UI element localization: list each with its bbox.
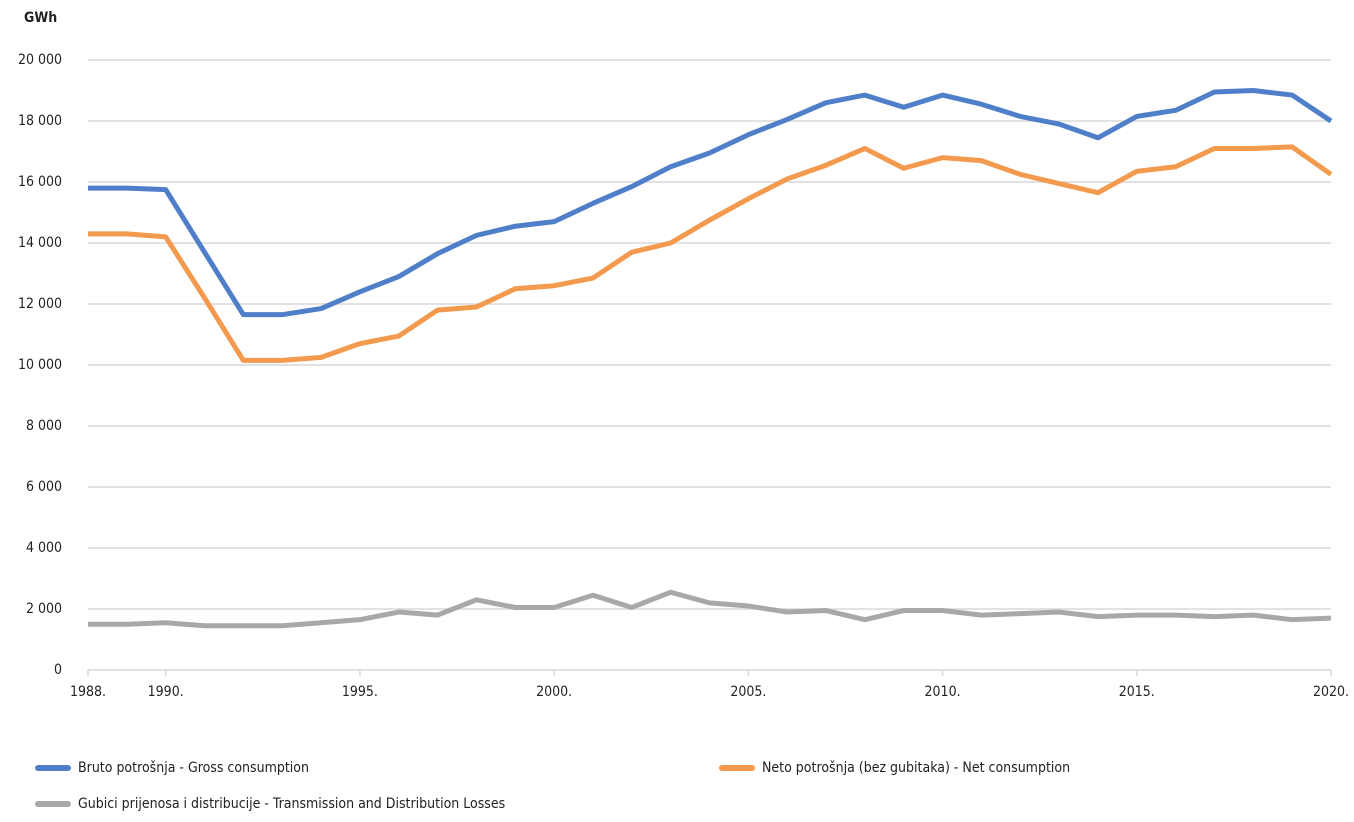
x-tick-label: 2005. [730,684,766,700]
y-tick-label: 20 000 [18,52,62,68]
x-tick-label: 2020. [1313,684,1349,700]
y-tick-label: 14 000 [18,235,62,251]
y-tick-label: 12 000 [18,296,62,312]
y-tick-label: 18 000 [18,113,62,129]
series-line [88,144,1333,363]
x-tick-label: 2000. [536,684,572,700]
legend-label: Gubici prijenosa i distribucije - Transm… [78,796,505,812]
y-axis-label: GWh [24,10,57,26]
y-tick-label: 0 [54,662,62,678]
x-tick-label: 2010. [925,684,961,700]
x-tick-label: 1990. [148,684,184,700]
series-line [88,88,1333,318]
y-tick-label: 6 000 [26,479,62,495]
series-line [88,589,1332,629]
legend-label: Neto potrošnja (bez gubitaka) - Net cons… [762,760,1070,776]
x-tick-label: 1988. [70,684,106,700]
legend-label: Bruto potrošnja - Gross consumption [78,760,309,776]
y-tick-label: 2 000 [26,601,62,617]
y-tick-label: 16 000 [18,174,62,190]
y-tick-label: 4 000 [26,540,62,556]
y-tick-label: 8 000 [26,418,62,434]
x-tick-label: 1995. [342,684,378,700]
y-tick-label: 10 000 [18,357,62,373]
x-tick-label: 2015. [1119,684,1155,700]
